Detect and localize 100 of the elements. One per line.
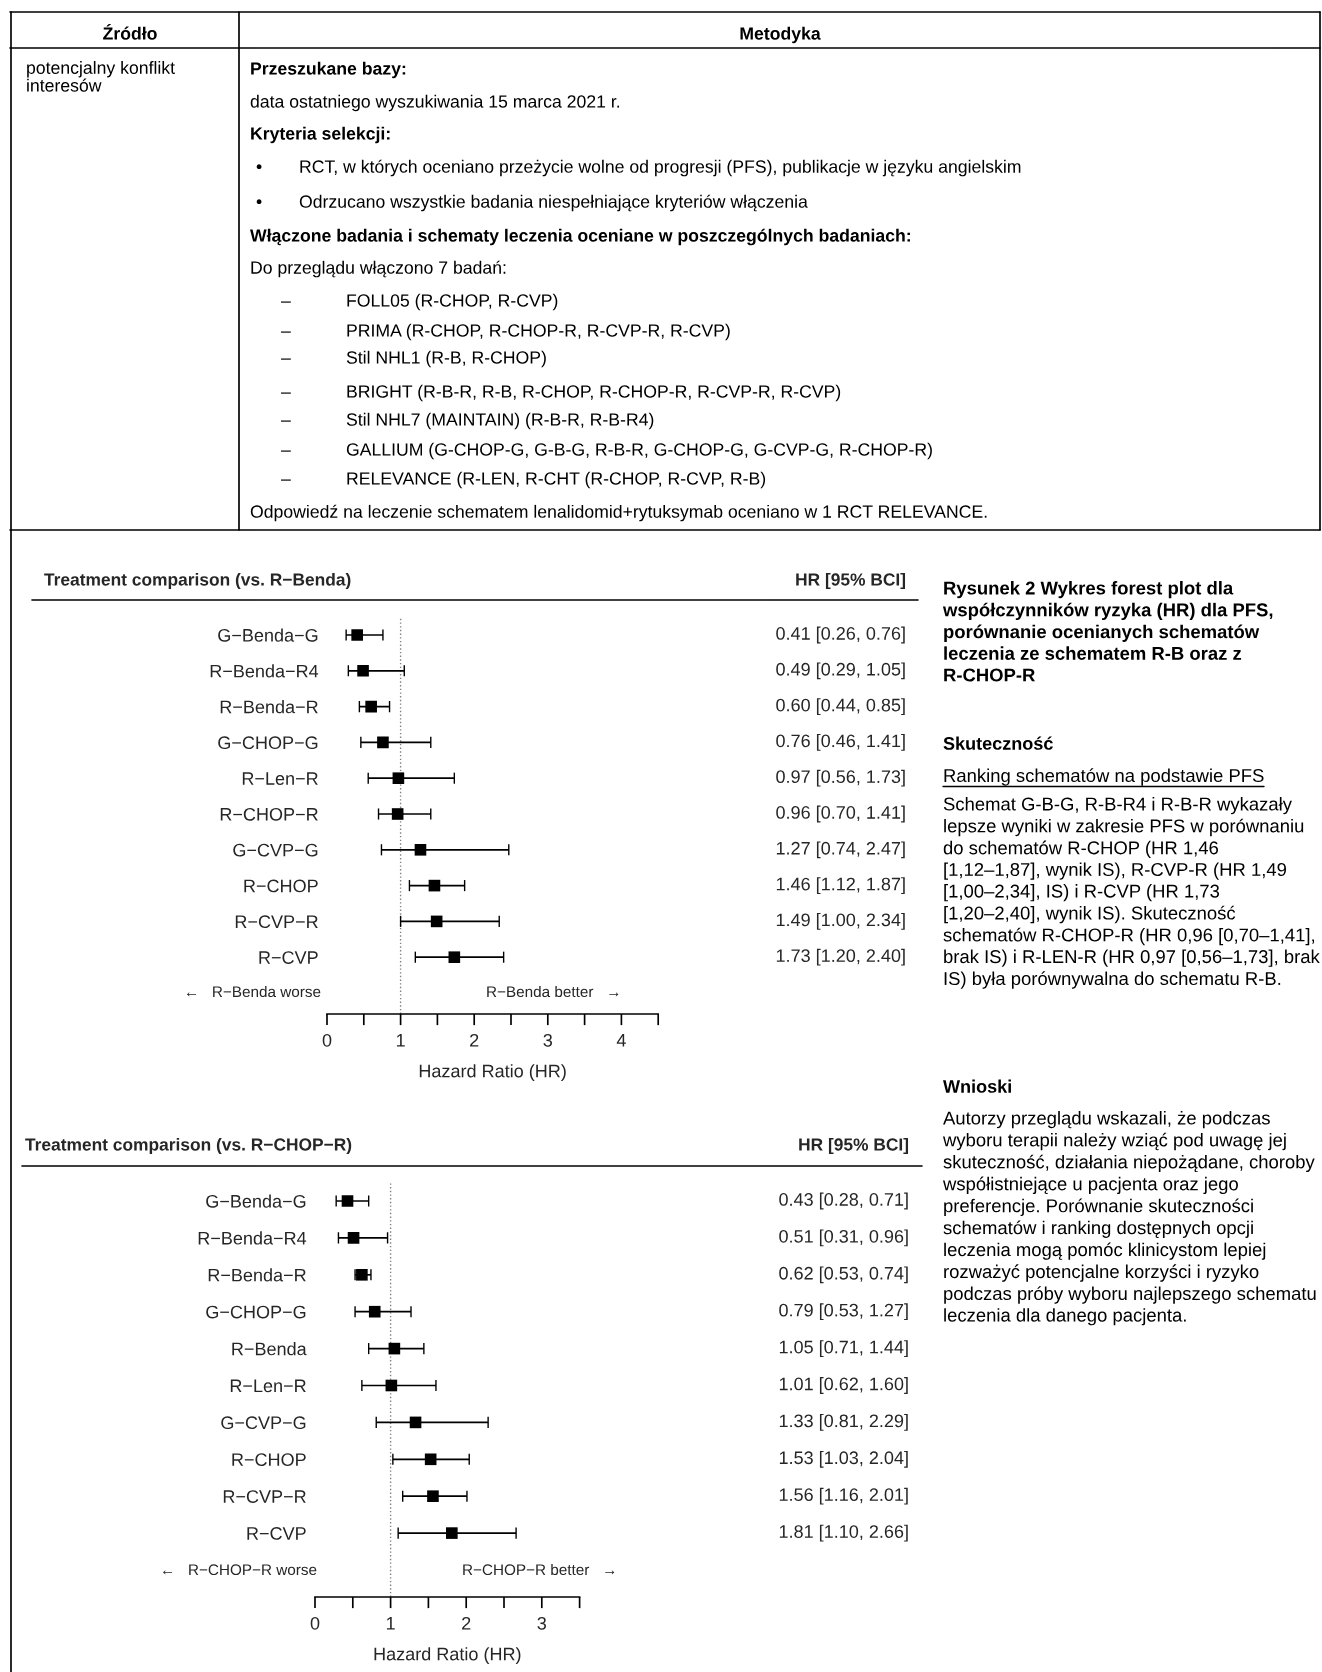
y-tick-label: R−CHOP−R [220, 807, 318, 821]
point [351, 629, 363, 641]
chart-title: Treatment comparison (vs. R−Benda) [44, 572, 351, 590]
y-tick-label: G−Benda−G [218, 628, 318, 642]
data-label: 1.27 [0.74, 2.47] [776, 841, 905, 859]
point [409, 1416, 422, 1429]
point [365, 700, 377, 713]
text: FOLL05 (R-CHOP, R-CVP) [347, 293, 558, 311]
point [428, 879, 441, 892]
point [391, 808, 404, 820]
data-label: 1.46 [1.12, 1.87] [776, 877, 905, 895]
y-tick-label: R−CVP [247, 1527, 306, 1540]
y-tick-label: G−CVP−G [233, 843, 318, 857]
point [347, 1232, 360, 1244]
data-label: 0.79 [0.53, 1.27] [779, 1303, 908, 1321]
data-label: 1.56 [1.16, 2.01] [779, 1487, 908, 1505]
x-tick-label: 1 [396, 1034, 405, 1047]
x-axis-title: Hazard Ratio (HR) [419, 1064, 566, 1081]
data-label: 0.43 [0.28, 0.71] [779, 1192, 908, 1210]
point [341, 1195, 354, 1207]
data-label: 1.53 [1.03, 2.04] [779, 1450, 908, 1468]
text: HR [95% BCI] [799, 1137, 909, 1155]
point [356, 1268, 368, 1281]
x-tick-label: 0 [322, 1033, 332, 1047]
data-label: 0.96 [0.70, 1.41] [776, 805, 905, 823]
data-label: 0.76 [0.46, 1.41] [776, 733, 905, 751]
x-tick-label: 1 [386, 1617, 395, 1630]
text: potencjalny konflikt interesów [27, 61, 175, 92]
y-tick-label: R−Benda−R [208, 1268, 306, 1282]
text: Odpowiedź na leczenie schematem lenalidomid+rytuksymab oceniano w 1 RCT RELEVANCE. [250, 504, 987, 522]
text: data ostatniego wyszukiwania 15 marca 2021 r. [250, 94, 620, 112]
text: Stil NHL7 (MAINTAIN) (R-B-R, R-B-R4) [346, 412, 654, 430]
text: – [281, 301, 291, 303]
point [368, 1305, 381, 1318]
x-axis-title: Hazard Ratio (HR) [374, 1647, 521, 1664]
text: Stil NHL1 (R-B, R-CHOP) [346, 350, 546, 368]
text: • [256, 199, 262, 205]
x-tick-label: 4 [616, 1034, 626, 1047]
data-label: 1.49 [1.00, 2.34] [776, 912, 905, 930]
y-tick-label: G−Benda−G [206, 1194, 306, 1208]
data-label: 1.01 [0.62, 1.60] [779, 1377, 908, 1394]
data-label: 1.05 [0.71, 1.44] [779, 1340, 908, 1358]
text: Skuteczność [943, 736, 1053, 750]
x-tick-label: 3 [543, 1033, 553, 1047]
y-tick-label: R−CVP−R [223, 1490, 306, 1503]
chart-title: Treatment comparison (vs. R−CHOP−R) [25, 1137, 352, 1155]
y-tick-label: G−CHOP−G [218, 736, 318, 750]
y-tick-label: G−CHOP−G [206, 1305, 306, 1319]
text: Ranking schematów na podstawie PFS [944, 768, 1264, 786]
text: Kryteria selekcji: [251, 126, 390, 144]
text: BRIGHT (R-B-R, R-B, R-CHOP, R-CHOP-R, R-CVP-R, R-CVP) [347, 384, 841, 402]
annotation: ← R−CHOP−R worse [163, 1564, 317, 1576]
point [414, 843, 427, 856]
text: Przeszukane bazy: [251, 61, 406, 79]
point [430, 915, 443, 928]
text: – [281, 479, 291, 481]
point [446, 1527, 458, 1539]
data-label: 0.41 [0.26, 0.76] [776, 626, 905, 644]
text: Metodyka [740, 26, 821, 44]
point [448, 951, 461, 964]
text: Do przeglądu włączono 7 badań: [251, 260, 506, 278]
text: Autorzy przeglądu wskazali, że podczas wyboru terapii należy wziąć pod uwagę jej skuteczność, działania niepożądane, choroby współistniejące u pacjenta oraz jego preferencje. Porównanie skuteczności schematów i ranking dostępnych opcji leczenia mogą pomóc klinicystom lepiej rozważyć potencjalne korzyści i ryzyko podczas próby wyboru najlepszego schematu leczenia dla danego pacjenta. [942, 1111, 1316, 1326]
y-tick-label: R−CHOP [232, 1453, 306, 1467]
text: – [281, 358, 291, 360]
text: – [281, 420, 291, 422]
point [388, 1342, 401, 1355]
data-label: 1.33 [0.81, 2.29] [779, 1413, 908, 1431]
annotation: R−Benda better → [487, 985, 619, 998]
text: Źródło [103, 23, 157, 40]
text: HR [95% BCI] [796, 572, 906, 590]
point [424, 1453, 437, 1466]
point [427, 1490, 439, 1502]
text: • [256, 164, 262, 170]
data-label: 0.49 [0.29, 1.05] [776, 662, 905, 680]
text: Włączone badania i schematy leczenia oceniane w poszczególnych badaniach: [250, 228, 910, 246]
point [385, 1379, 398, 1392]
text: RELEVANCE (R-LEN, R-CHT (R-CHOP, R-CVP, R-B) [347, 471, 766, 489]
y-tick-label: R−Benda−R4 [210, 664, 319, 678]
text: Rysunek 2 Wykres forest plot dla współczynników ryzyka (HR) dla PFS, porównanie ocenianych schematów leczenia ze schematem R-B oraz z R-CHOP-R [942, 581, 1273, 682]
data-label: 1.73 [1.20, 2.40] [776, 948, 905, 966]
annotation: R−CHOP−R better → [463, 1563, 615, 1576]
data-label: 0.62 [0.53, 0.74] [779, 1266, 908, 1284]
x-tick-label: 2 [462, 1616, 471, 1630]
x-tick-label: 0 [310, 1616, 320, 1630]
y-tick-label: R−Benda−R [220, 700, 318, 714]
data-label: 0.97 [0.56, 1.73] [776, 769, 905, 787]
data-label: 0.51 [0.31, 0.96] [779, 1229, 908, 1247]
y-tick-label: R−CVP [259, 951, 318, 964]
y-tick-label: R−Len−R [230, 1379, 306, 1393]
text: – [281, 450, 291, 452]
text: RCT, w których oceniano przeżycie wolne od progresji (PFS), publikacje w języku angielskim [300, 159, 1021, 177]
text: ← R−Benda worse [186, 985, 321, 998]
x-tick-label: 3 [537, 1616, 547, 1630]
text: Schemat G-B-G, R-B-R4 i R-B-R wykazały lepsze wyniki w zakresie PFS w porównaniu do schematów R-CHOP (HR 1,46 [1,12–1,87], wynik IS), R-CVP-R (HR 1,49 [1,00–2,34], IS) i R-CVP (HR 1,73 [1,20–2,40], wynik IS). Skuteczność schematów R-CHOP-R (HR 0,96 [0,70–1,41], brak IS) i R-LEN-R (HR 0,97 [0,56–1,73], brak IS) była porównywalna do schematu R-B. [943, 797, 1320, 989]
point [392, 772, 405, 785]
point [357, 664, 369, 677]
y-tick-label: R−CHOP [244, 879, 318, 893]
x-tick-label: 2 [470, 1033, 479, 1047]
data-label: 0.60 [0.44, 0.85] [776, 698, 905, 716]
text: PRIMA (R-CHOP, R-CHOP-R, R-CVP-R, R-CVP) [347, 323, 730, 341]
